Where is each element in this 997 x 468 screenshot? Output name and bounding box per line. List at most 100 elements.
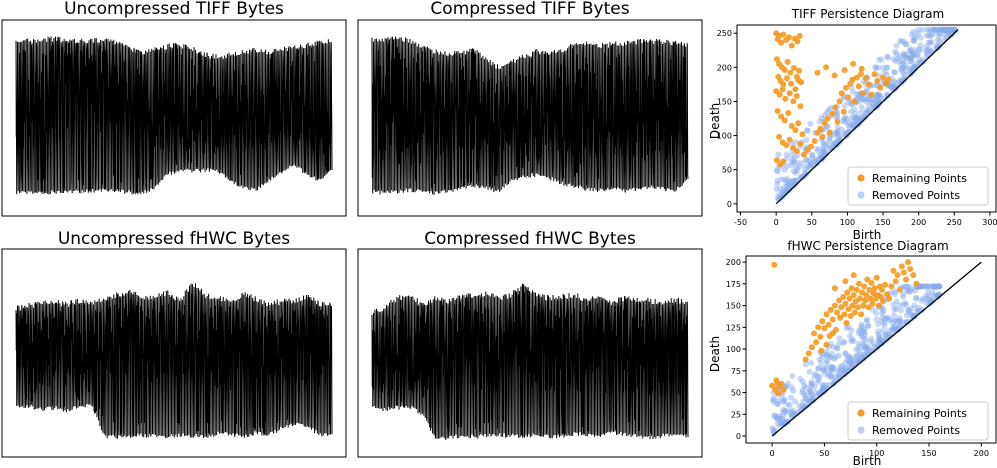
removed-point [792, 139, 799, 146]
removed-point [879, 310, 886, 317]
removed-point [799, 160, 806, 167]
removed-point [873, 316, 880, 323]
remaining-point [795, 77, 802, 84]
removed-point [816, 389, 823, 396]
y-tick-label: 150 [717, 97, 732, 106]
removed-point [775, 413, 782, 419]
x-tick-label: 50 [807, 218, 817, 227]
removed-point [878, 56, 885, 63]
remaining-point [831, 302, 838, 309]
removed-point [936, 283, 943, 290]
removed-point [820, 147, 827, 154]
removed-point [779, 189, 786, 196]
removed-point [853, 122, 860, 129]
removed-point [908, 288, 914, 295]
removed-point [789, 407, 795, 414]
removed-point [847, 360, 854, 367]
removed-point [939, 26, 946, 33]
removed-point [876, 334, 883, 341]
removed-point [863, 317, 870, 324]
x-tick-label: 150 [921, 449, 936, 458]
removed-point [882, 331, 889, 338]
removed-point [905, 307, 912, 314]
removed-point [908, 315, 915, 322]
removed-point [806, 158, 813, 165]
removed-point [892, 317, 899, 324]
removed-point [855, 115, 862, 122]
remaining-point [841, 311, 848, 318]
removed-point [788, 410, 795, 417]
removed-point [935, 44, 942, 50]
removed-point [843, 325, 850, 331]
removed-point [882, 331, 889, 338]
remaining-point [913, 280, 920, 287]
removed-point [848, 355, 855, 362]
remaining-point [879, 286, 885, 293]
removed-point [794, 159, 801, 166]
removed-point [857, 118, 864, 125]
removed-point [895, 317, 902, 324]
removed-point [908, 66, 915, 73]
removed-point [784, 162, 791, 169]
removed-point [943, 29, 950, 35]
removed-point [850, 125, 857, 132]
remaining-point [863, 292, 870, 299]
removed-point [776, 195, 783, 202]
removed-point [769, 425, 776, 432]
removed-point [832, 142, 839, 149]
removed-point [952, 27, 959, 34]
removed-point [923, 292, 930, 299]
removed-point [841, 338, 848, 345]
remaining-point [796, 32, 803, 39]
diagonal-line [775, 29, 959, 205]
removed-point [790, 409, 797, 416]
removed-point [858, 95, 865, 102]
removed-point [911, 35, 918, 42]
removed-point [779, 190, 786, 197]
removed-point [865, 322, 872, 329]
removed-point [837, 375, 844, 381]
removed-point [784, 175, 791, 182]
removed-point [852, 110, 859, 117]
removed-point [905, 55, 912, 62]
removed-point [937, 26, 944, 33]
remaining-point [781, 67, 788, 73]
removed-point [855, 94, 862, 101]
removed-point [903, 54, 910, 61]
removed-point [872, 104, 879, 111]
removed-point [946, 26, 953, 33]
removed-point [823, 142, 830, 149]
removed-point [919, 283, 926, 290]
removed-point [862, 350, 869, 357]
y-tick-label: 25 [731, 410, 741, 419]
removed-point [843, 116, 850, 123]
removed-point [883, 64, 890, 71]
removed-point [910, 37, 917, 44]
removed-point [900, 77, 907, 84]
removed-point [834, 344, 840, 351]
removed-point [814, 372, 821, 379]
remaining-point [796, 67, 802, 74]
remaining-point [844, 289, 851, 296]
removed-point [897, 318, 904, 325]
y-tick-label: 200 [717, 63, 732, 72]
remaining-point [880, 298, 886, 305]
remaining-point [856, 280, 862, 287]
remaining-point [862, 297, 869, 304]
removed-point [918, 307, 925, 314]
removed-point [861, 342, 867, 349]
removed-point [830, 380, 837, 387]
remaining-point [840, 108, 847, 115]
removed-point [934, 26, 941, 33]
remaining-point [786, 34, 792, 41]
removed-point [799, 386, 806, 393]
removed-point [911, 302, 918, 309]
removed-point [858, 354, 865, 360]
removed-point [827, 138, 834, 145]
removed-point [931, 283, 938, 290]
removed-point [808, 383, 815, 390]
removed-point [929, 31, 936, 38]
removed-point [867, 109, 873, 116]
removed-point [928, 299, 934, 306]
remaining-point [860, 302, 867, 309]
